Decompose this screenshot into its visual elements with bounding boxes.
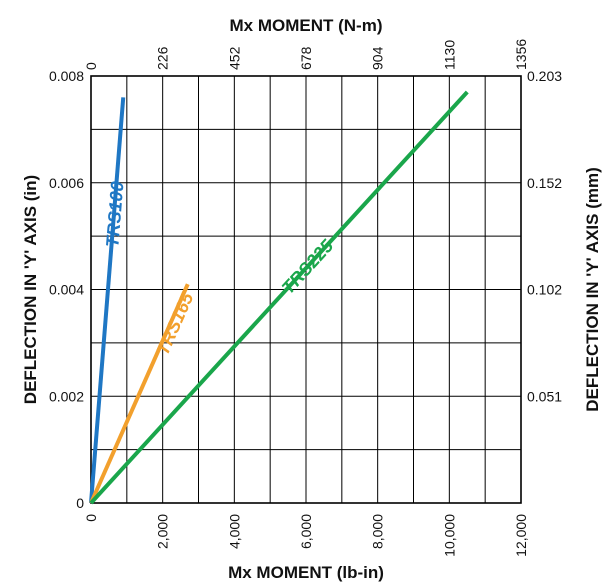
series-label-trs165: TRS165 xyxy=(152,289,197,358)
x-axis-title-top: Mx MOMENT (N-m) xyxy=(230,16,383,35)
series-lines: TRS100 TRS165 TRS225 xyxy=(89,90,469,505)
y-axis-title-right: DEFLECTION IN 'Y' AXIS (mm) xyxy=(583,167,602,412)
series-label-trs100: TRS100 xyxy=(102,181,127,248)
x-tick-bottom: 12,000 xyxy=(513,514,529,557)
x-tick-top: 452 xyxy=(226,46,242,70)
grid xyxy=(91,76,521,503)
y-tick-left: 0.004 xyxy=(49,282,84,298)
plot-frame xyxy=(90,75,522,504)
y-tick-right: 0.203 xyxy=(527,68,562,84)
x-tick-bottom: 0 xyxy=(83,514,99,522)
y-tick-left: 0.006 xyxy=(49,175,84,191)
x-tick-bottom: 8,000 xyxy=(370,514,386,549)
tick-labels: 0 2,000 4,000 6,000 8,000 10,000 12,000 0 226 452… xyxy=(49,39,562,557)
y-tick-left: 0.008 xyxy=(49,68,84,84)
x-tick-bottom: 4,000 xyxy=(226,514,242,549)
x-tick-top: 1356 xyxy=(513,39,529,70)
series-line-trs100 xyxy=(89,97,126,504)
x-tick-top: 226 xyxy=(155,46,171,70)
y-tick-right: 0.051 xyxy=(527,388,562,404)
series-line-trs165 xyxy=(89,283,190,504)
y-axis-title-left: DEFLECTION IN 'Y' AXIS (in) xyxy=(21,175,40,404)
y-tick-right: 0.102 xyxy=(527,282,562,298)
series-label-trs225: TRS225 xyxy=(278,235,338,298)
x-tick-top: 904 xyxy=(370,46,386,70)
x-tick-top: 1130 xyxy=(441,40,457,70)
y-tick-left: 0.002 xyxy=(49,388,84,404)
y-tick-left: 0 xyxy=(76,495,84,511)
x-tick-bottom: 10,000 xyxy=(441,514,457,557)
x-axis-title-bottom: Mx MOMENT (lb-in) xyxy=(228,563,384,582)
x-tick-top: 0 xyxy=(83,62,99,70)
y-tick-right: 0.152 xyxy=(527,175,562,191)
x-tick-top: 678 xyxy=(298,46,314,70)
x-tick-bottom: 2,000 xyxy=(155,514,171,549)
series-line-trs225 xyxy=(89,90,469,505)
x-tick-bottom: 6,000 xyxy=(298,514,314,549)
